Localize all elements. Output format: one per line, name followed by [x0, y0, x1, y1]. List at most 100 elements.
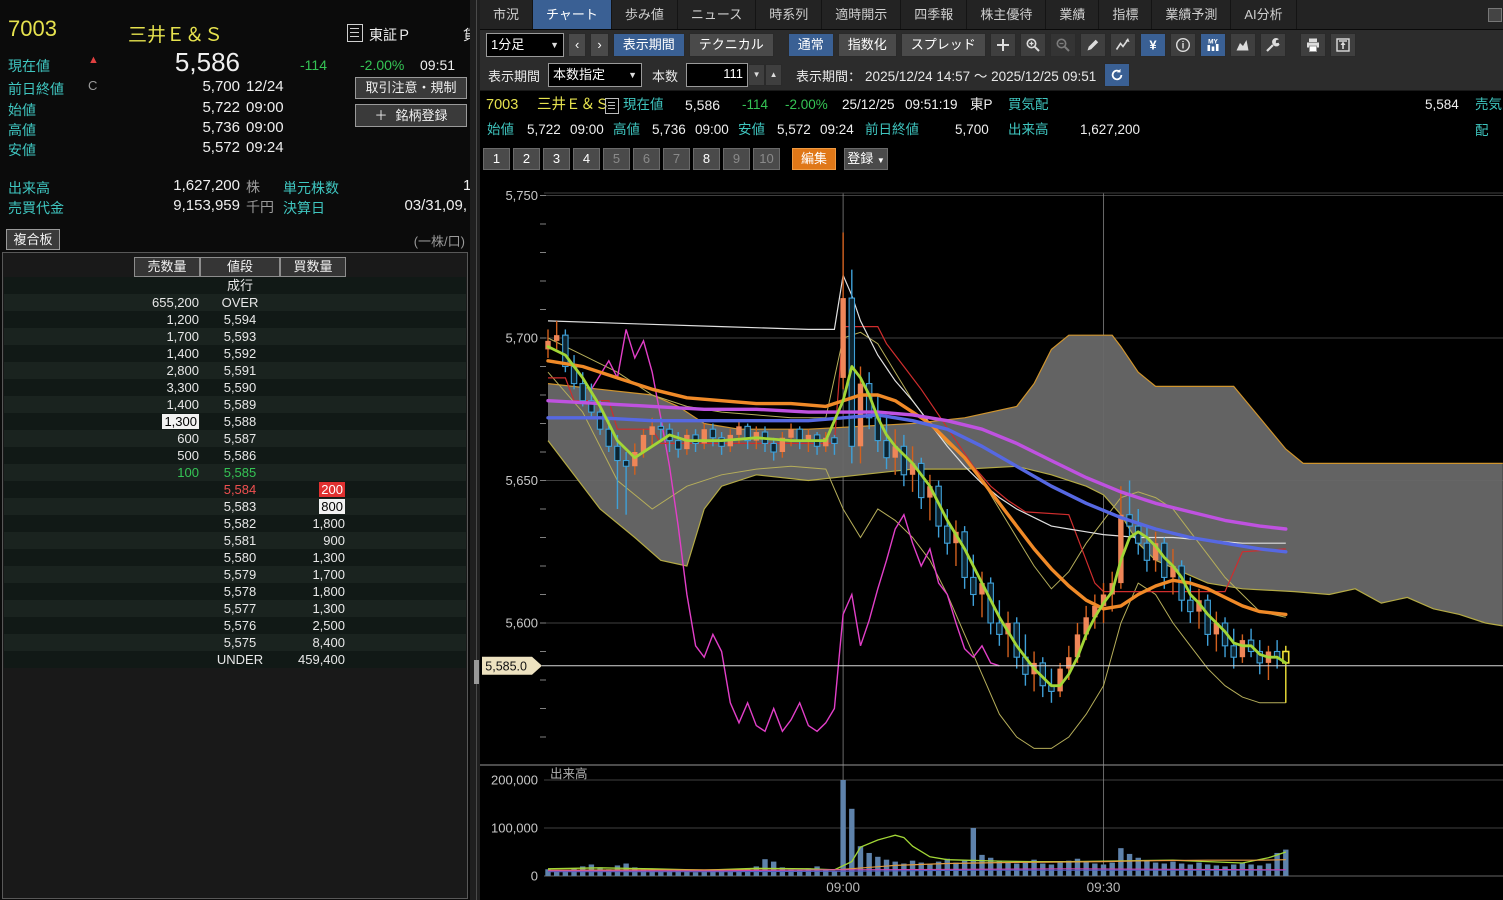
open-time: 09:00 — [246, 99, 284, 116]
divider-handle[interactable] — [474, 660, 479, 684]
page-button-5[interactable]: 5 — [603, 148, 630, 170]
sell-qty: 1,400 — [62, 396, 199, 413]
orderbook-header-buy[interactable]: 買数量 — [280, 257, 346, 277]
printer-icon[interactable] — [1300, 33, 1326, 57]
trade-caution-button[interactable]: 取引注意・規制 — [355, 77, 467, 99]
orderbook-row[interactable]: 成行 — [4, 277, 466, 294]
edit-button[interactable]: 編集 — [792, 148, 836, 170]
normal-button[interactable]: 通常 — [788, 33, 834, 57]
orderbook-row[interactable]: 6005,587 — [4, 430, 466, 447]
tab-歩み値[interactable]: 歩み値 — [612, 0, 678, 29]
orderbook-row[interactable]: 1,4005,589 — [4, 396, 466, 413]
area-chart-icon[interactable] — [1230, 33, 1256, 57]
info-icon[interactable]: i — [1170, 33, 1196, 57]
buy-qty — [283, 277, 345, 294]
page-button-3[interactable]: 3 — [543, 148, 570, 170]
period-mode-select[interactable]: 本数指定▼ — [548, 63, 642, 87]
orderbook-row[interactable]: 1,7005,593 — [4, 328, 466, 345]
orderbook-row[interactable]: 5,581900 — [4, 532, 466, 549]
yen-icon[interactable]: ¥ — [1140, 33, 1166, 57]
reload-icon[interactable] — [1104, 63, 1130, 87]
tab-株主優待[interactable]: 株主優待 — [967, 0, 1046, 29]
panel-divider[interactable] — [470, 0, 480, 900]
svg-text:i: i — [1181, 41, 1184, 52]
page-button-9[interactable]: 9 — [723, 148, 750, 170]
sell-qty — [62, 481, 199, 498]
page-button-2[interactable]: 2 — [513, 148, 540, 170]
add-watchlist-button[interactable]: ＋銘柄登録 — [355, 104, 467, 127]
page-button-1[interactable]: 1 — [483, 148, 510, 170]
orderbook-header-sell[interactable]: 売数量 — [134, 257, 200, 277]
sell-qty: 2,800 — [62, 362, 199, 379]
orderbook-row[interactable]: 5,5821,800 — [4, 515, 466, 532]
orderbook-row[interactable]: 1,2005,594 — [4, 311, 466, 328]
zoom-in-icon[interactable] — [1020, 33, 1046, 57]
count-input[interactable]: 111 — [686, 63, 748, 87]
page-button-4[interactable]: 4 — [573, 148, 600, 170]
orderbook-row[interactable]: 655,200OVER — [4, 294, 466, 311]
buy-qty: 200 — [283, 481, 345, 498]
count-up-button[interactable]: ▲ — [765, 64, 782, 86]
wrench-icon[interactable] — [1260, 33, 1286, 57]
page-button-10[interactable]: 10 — [753, 148, 780, 170]
orderbook-header-price[interactable]: 値段 — [200, 257, 280, 277]
price-change: -114 — [300, 57, 327, 73]
high-label: 高値 — [613, 118, 640, 142]
price: 5,592 — [200, 345, 280, 362]
interval-select[interactable]: 1分足▼ — [486, 33, 564, 57]
info-change-pct: -2.00% — [785, 92, 828, 118]
tab-市況[interactable]: 市況 — [480, 0, 533, 29]
period-button[interactable]: 表示期間 — [613, 33, 685, 57]
low-value: 5,572 — [140, 139, 240, 156]
orderbook-row[interactable]: 5005,586 — [4, 447, 466, 464]
open-value: 5,722 — [140, 99, 240, 116]
my-chart-icon[interactable]: MY — [1200, 33, 1226, 57]
orderbook-row[interactable]: 1,3005,588 — [4, 413, 466, 430]
document-icon — [347, 24, 363, 42]
next-button[interactable]: › — [590, 33, 608, 57]
pin-icon[interactable] — [1488, 8, 1502, 22]
price-chart[interactable]: 5,7505,7005,6505,600200,000100,000009:00… — [480, 173, 1503, 900]
indexize-button[interactable]: 指数化 — [838, 33, 897, 57]
tab-チャート[interactable]: チャート — [533, 0, 612, 29]
orderbook-row[interactable]: 5,5791,700 — [4, 566, 466, 583]
export-icon[interactable] — [1330, 33, 1356, 57]
orderbook-row[interactable]: 2,8005,591 — [4, 362, 466, 379]
tab-適時開示[interactable]: 適時開示 — [822, 0, 901, 29]
tab-AI分析[interactable]: AI分析 — [1231, 0, 1296, 29]
plus-icon[interactable] — [990, 33, 1016, 57]
sell-qty — [62, 583, 199, 600]
orderbook-row[interactable]: 5,5781,800 — [4, 583, 466, 600]
tab-業績[interactable]: 業績 — [1046, 0, 1099, 29]
spread-button[interactable]: スプレッド — [901, 33, 986, 57]
orderbook-row[interactable]: 1005,585 — [4, 464, 466, 481]
composite-board-button[interactable]: 複合板 — [6, 229, 60, 250]
orderbook-row[interactable]: 5,583800 — [4, 498, 466, 515]
orderbook-row[interactable]: UNDER459,400 — [4, 651, 466, 668]
page-button-7[interactable]: 7 — [663, 148, 690, 170]
orderbook-row[interactable]: 1,4005,592 — [4, 345, 466, 362]
orderbook-row[interactable]: 5,5758,400 — [4, 634, 466, 651]
tab-業績予測[interactable]: 業績予測 — [1152, 0, 1231, 29]
count-down-button[interactable]: ▼ — [748, 64, 765, 86]
tab-時系列[interactable]: 時系列 — [756, 0, 822, 29]
page-button-6[interactable]: 6 — [633, 148, 660, 170]
tab-ニュース[interactable]: ニュース — [678, 0, 756, 29]
trendline-icon[interactable] — [1110, 33, 1136, 57]
prev-button[interactable]: ‹ — [568, 33, 586, 57]
tab-四季報[interactable]: 四季報 — [901, 0, 967, 29]
orderbook-row[interactable]: 5,584200 — [4, 481, 466, 498]
orderbook-row[interactable]: 5,5801,300 — [4, 549, 466, 566]
sell-qty: 1,400 — [62, 345, 199, 362]
orderbook-row[interactable]: 5,5771,300 — [4, 600, 466, 617]
orderbook-row[interactable]: 3,3005,590 — [4, 379, 466, 396]
sell-qty: 3,300 — [62, 379, 199, 396]
page-button-8[interactable]: 8 — [693, 148, 720, 170]
technical-button[interactable]: テクニカル — [689, 33, 774, 57]
turnover-unit: 千円 — [246, 197, 274, 217]
register-button[interactable]: 登録 ▼ — [844, 148, 888, 170]
zoom-out-icon[interactable] — [1050, 33, 1076, 57]
pencil-icon[interactable] — [1080, 33, 1106, 57]
orderbook-row[interactable]: 5,5762,500 — [4, 617, 466, 634]
tab-指標[interactable]: 指標 — [1099, 0, 1152, 29]
